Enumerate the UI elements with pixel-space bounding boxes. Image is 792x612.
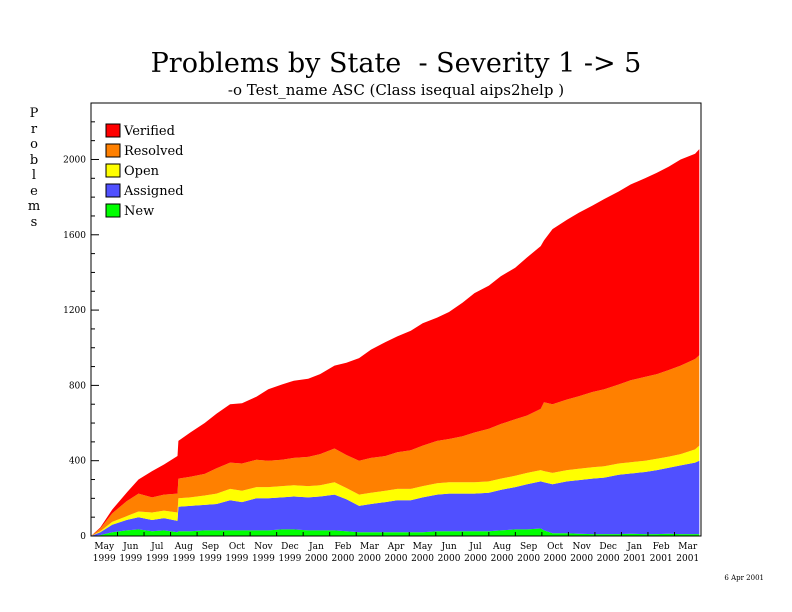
x-tick-label-month: Dec [281, 542, 299, 552]
x-tick-label-year: 2000 [358, 554, 381, 564]
area-resolved [91, 355, 700, 536]
area-assigned [91, 460, 700, 536]
y-axis-label-char: o [30, 137, 38, 152]
legend-swatch-open [105, 163, 121, 178]
y-axis-label-char: e [30, 183, 38, 199]
area-new [91, 528, 700, 536]
x-tick-label-month: Feb [335, 542, 352, 552]
legend-swatch-resolved [105, 143, 121, 158]
x-tick-label-month: Nov [572, 542, 591, 552]
x-tick-label-year: 1999 [146, 554, 169, 564]
x-tick-label-month: Oct [547, 542, 563, 552]
x-tick-label-year: 1999 [278, 554, 301, 564]
x-tick-label-year: 2000 [491, 554, 514, 564]
x-tick-label-year: 2000 [597, 554, 620, 564]
x-tick-label-month: Mar [678, 542, 698, 552]
x-tick-label-month: Jun [122, 542, 138, 552]
legend-swatch-assigned [105, 183, 121, 198]
legend-label-resolved: Resolved [124, 144, 184, 159]
chart-subtitle: -o Test_name ASC (Class isequal aips2hel… [227, 81, 565, 99]
x-tick-label-year: 2000 [385, 554, 408, 564]
x-tick-label-month: Jul [150, 542, 163, 552]
x-tick-label-year: 2000 [517, 554, 540, 564]
y-tick-label: 0 [80, 532, 86, 542]
y-axis-label-char: b [29, 152, 39, 168]
y-axis-label-char: l [31, 168, 37, 183]
x-tick-label-month: Oct [229, 542, 245, 552]
series-areas [91, 149, 700, 536]
x-tick-label-year: 2001 [623, 554, 646, 564]
area-verified [91, 149, 700, 536]
x-tick-label-year: 2001 [650, 554, 673, 564]
area-open [91, 445, 700, 536]
footer-date: 6 Apr 2001 [724, 574, 764, 582]
x-tick-label-month: Sep [520, 542, 537, 552]
x-tick-label-month: May [94, 542, 115, 552]
y-axis: 0 400 800 1200 1600 2000 [63, 102, 99, 542]
x-tick-label-year: 1999 [93, 554, 116, 564]
x-tick-label-year: 1999 [225, 554, 248, 564]
chart-title: Problems by State - Severity 1 -> 5 [150, 48, 642, 79]
x-tick-label-month: Nov [254, 542, 273, 552]
legend-swatch-verified [105, 123, 121, 138]
y-tick-label: 1200 [63, 306, 86, 316]
plot-frame [90, 102, 702, 537]
x-tick-label-year: 2000 [570, 554, 593, 564]
legend-label-assigned: Assigned [123, 184, 184, 199]
legend-swatch-new [105, 203, 121, 218]
x-tick-label-month: May [413, 542, 434, 552]
y-tick-label: 800 [69, 381, 86, 391]
y-axis-label-char: r [30, 121, 38, 137]
x-tick-label-month: Jun [440, 542, 456, 552]
x-tick-label-year: 2000 [305, 554, 328, 564]
x-tick-label-month: Apr [387, 542, 405, 552]
x-tick-label-year: 2000 [438, 554, 461, 564]
x-tick-label-year: 2000 [544, 554, 567, 564]
y-tick-label: 2000 [63, 155, 86, 165]
x-tick-label-year: 2001 [676, 554, 699, 564]
x-tick-label-month: Mar [360, 542, 380, 552]
x-tick-label-year: 1999 [199, 554, 222, 564]
y-tick-label: 400 [69, 457, 86, 467]
legend-label-open: Open [124, 164, 160, 179]
x-tick-label-month: Jul [468, 542, 481, 552]
x-axis: May 1999 Jun 1999 Jul 1999 Aug 1999 Sep 1999 Oct 19… [90, 532, 699, 564]
x-tick-label-month: Sep [202, 542, 219, 552]
x-tick-label-month: Aug [492, 542, 511, 552]
legend: Verified Resolved Open Assigned New [105, 123, 184, 219]
x-tick-label-month: Jan [626, 542, 642, 552]
x-tick-label-year: 2000 [464, 554, 487, 564]
x-tick-label-month: Aug [174, 542, 193, 552]
x-tick-label-month: Dec [599, 542, 617, 552]
x-tick-label-year: 2000 [411, 554, 434, 564]
legend-label-new: New [124, 204, 154, 219]
y-tick-label: 1600 [63, 231, 86, 241]
y-axis-label-char: s [30, 214, 38, 230]
x-tick-label-year: 1999 [172, 554, 195, 564]
y-axis-label-char: m [27, 199, 41, 214]
x-tick-label-year: 2000 [332, 554, 355, 564]
x-tick-label-month: Jan [308, 542, 324, 552]
x-tick-label-year: 1999 [119, 554, 142, 564]
x-tick-label-year: 1999 [252, 554, 275, 564]
x-tick-label-month: Feb [653, 542, 670, 552]
legend-label-verified: Verified [123, 124, 175, 139]
y-axis-label-char: P [29, 106, 39, 121]
